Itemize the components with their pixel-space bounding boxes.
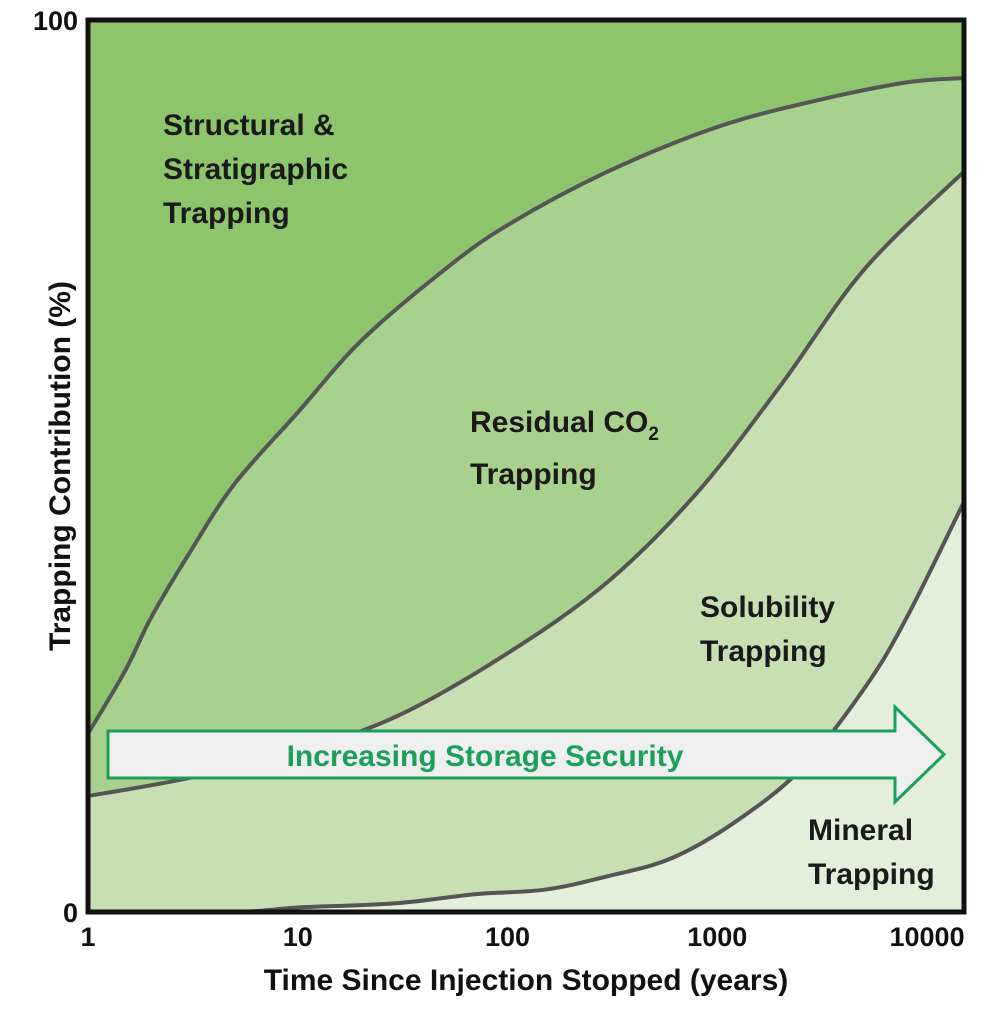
storage-security-arrow: Increasing Storage Security xyxy=(106,703,947,806)
axis-ticks: 1 10 100 1000 10000 0 100 xyxy=(33,6,965,952)
area-solubility-trapping xyxy=(88,171,964,913)
label-solubility-trapping: Solubility Trapping xyxy=(700,591,835,668)
area-mineral-trapping xyxy=(88,501,964,913)
x-tick-1000: 1000 xyxy=(687,922,747,952)
region-labels: Mineral Trapping Solubility Trapping Residua… xyxy=(163,109,935,891)
label-residual-co2-trapping: Residual CO2 Trapping xyxy=(470,406,659,491)
label-mineral-trapping: Mineral Trapping xyxy=(808,814,935,891)
x-axis-title: Time Since Injection Stopped (years) xyxy=(264,964,789,997)
label-structural-stratigraphic-trapping: Structural & Stratigraphic Trapping xyxy=(163,109,348,230)
y-tick-0: 0 xyxy=(63,898,78,928)
storage-security-arrow-label: Increasing Storage Security xyxy=(287,740,684,773)
y-tick-100: 100 xyxy=(33,6,78,36)
x-tick-100: 100 xyxy=(485,922,530,952)
storage-security-arrow-shape xyxy=(106,703,947,806)
x-tick-10: 10 xyxy=(283,922,313,952)
boundary-line-mineral-trapping xyxy=(87,500,966,915)
y-axis-title: Trapping Contribution (%) xyxy=(44,281,77,651)
boundary-line-residual-co2-trapping xyxy=(86,76,965,735)
stacked-areas xyxy=(88,20,964,913)
x-tick-1: 1 xyxy=(80,922,95,952)
x-tick-10000: 10000 xyxy=(890,922,965,952)
plot-frame xyxy=(85,17,967,915)
